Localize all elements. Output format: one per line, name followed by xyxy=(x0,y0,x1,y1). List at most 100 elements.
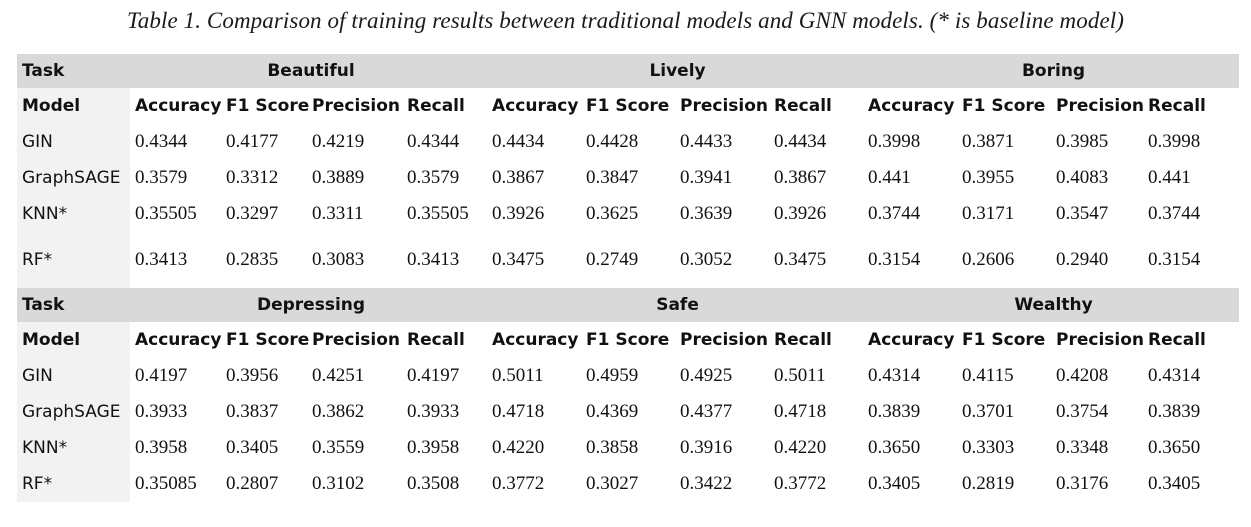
metric-value: 0.3052 xyxy=(680,249,733,270)
metric-header: F1 Score xyxy=(586,96,670,116)
metric-value: 0.5011 xyxy=(492,365,544,386)
metric-value: 0.3744 xyxy=(1148,203,1201,224)
model-name: GIN xyxy=(17,124,130,160)
metric-value: 0.3176 xyxy=(1056,473,1109,494)
metric-value: 0.3475 xyxy=(492,249,545,270)
metric-header: F1 Score xyxy=(226,330,310,350)
metric-value: 0.3744 xyxy=(868,203,921,224)
task-label: Task xyxy=(17,54,130,88)
metric-value: 0.3083 xyxy=(312,249,365,270)
metric-value: 0.3422 xyxy=(680,473,733,494)
model-name: RF* xyxy=(17,466,130,502)
task-group-header: Beautiful xyxy=(130,54,488,88)
metric-value: 0.4314 xyxy=(868,365,921,386)
metric-value: 0.3405 xyxy=(868,473,921,494)
metric-value: 0.3862 xyxy=(312,401,365,422)
metric-value: 0.3933 xyxy=(407,401,460,422)
metric-header: Recall xyxy=(407,96,465,116)
metric-value: 0.2835 xyxy=(226,249,279,270)
metric-header: Accuracy xyxy=(135,96,222,116)
metric-header: F1 Score xyxy=(962,330,1046,350)
metric-header: Accuracy xyxy=(868,330,955,350)
metric-value: 0.4718 xyxy=(774,401,827,422)
model-name: KNN* xyxy=(17,430,130,466)
metric-value: 0.3508 xyxy=(407,473,460,494)
metric-value: 0.4718 xyxy=(492,401,545,422)
metric-value: 0.4369 xyxy=(586,401,639,422)
metric-value: 0.4434 xyxy=(492,131,545,152)
metric-value: 0.35085 xyxy=(135,473,197,494)
metric-value: 0.3772 xyxy=(774,473,827,494)
metric-value: 0.2819 xyxy=(962,473,1015,494)
metric-value: 0.3933 xyxy=(135,401,188,422)
task-label: Task xyxy=(17,288,130,322)
metric-header: Recall xyxy=(1148,330,1206,350)
metric-value: 0.5011 xyxy=(774,365,826,386)
metric-value: 0.3837 xyxy=(226,401,279,422)
table-row: GraphSAGE 0.3579 0.3312 0.3889 0.3579 0.3867 0… xyxy=(17,160,1239,196)
metric-value: 0.3348 xyxy=(1056,437,1109,458)
metric-header: Accuracy xyxy=(135,330,222,350)
metric-value: 0.3413 xyxy=(407,249,460,270)
metric-value: 0.2940 xyxy=(1056,249,1109,270)
metric-value: 0.3847 xyxy=(586,167,639,188)
metric-value: 0.4377 xyxy=(680,401,733,422)
metric-header: F1 Score xyxy=(586,330,670,350)
model-name: GIN xyxy=(17,358,130,394)
metric-value: 0.3926 xyxy=(774,203,827,224)
metric-value: 0.35505 xyxy=(407,203,469,224)
metric-value: 0.3955 xyxy=(962,167,1015,188)
metric-header: Precision xyxy=(312,96,401,116)
metric-value: 0.3956 xyxy=(226,365,279,386)
model-name: GraphSAGE xyxy=(17,394,130,430)
results-table: Task Beautiful Lively Boring Model Accuracy F1… xyxy=(17,54,1240,502)
metric-header: Recall xyxy=(407,330,465,350)
task-group-header: Depressing xyxy=(130,288,488,322)
metric-value: 0.4433 xyxy=(680,131,733,152)
metric-value: 0.3701 xyxy=(962,401,1015,422)
metric-value: 0.3871 xyxy=(962,131,1015,152)
metric-header: F1 Score xyxy=(962,96,1046,116)
metric-value: 0.3916 xyxy=(680,437,733,458)
metric-value: 0.3998 xyxy=(1148,131,1201,152)
metric-value: 0.3102 xyxy=(312,473,365,494)
metric-header-row: Model Accuracy F1 Score Precision Recall Accu… xyxy=(17,88,1239,124)
metric-value: 0.4083 xyxy=(1056,167,1109,188)
metric-value: 0.3312 xyxy=(226,167,279,188)
metric-value: 0.3154 xyxy=(868,249,921,270)
table-row: RF* 0.3413 0.2835 0.3083 0.3413 0.3475 0.2749 0… xyxy=(17,232,1239,288)
metric-value: 0.3171 xyxy=(962,203,1015,224)
metric-header: Recall xyxy=(774,330,832,350)
metric-value: 0.35505 xyxy=(135,203,197,224)
task-group-header: Safe xyxy=(487,288,864,322)
task-group-header: Boring xyxy=(863,54,1240,88)
metric-value: 0.441 xyxy=(868,167,911,188)
table-row: KNN* 0.3958 0.3405 0.3559 0.3958 0.4220 0.3858… xyxy=(17,430,1239,466)
model-label: Model xyxy=(17,322,130,358)
metric-value: 0.4177 xyxy=(226,131,279,152)
metric-value: 0.3311 xyxy=(312,203,364,224)
model-name: KNN* xyxy=(17,196,130,232)
metric-value: 0.3405 xyxy=(226,437,279,458)
metric-header: Recall xyxy=(1148,96,1206,116)
metric-header: Accuracy xyxy=(868,96,955,116)
metric-value: 0.3958 xyxy=(135,437,188,458)
metric-value: 0.3839 xyxy=(868,401,921,422)
metric-value: 0.3772 xyxy=(492,473,545,494)
task-header-row: Task Depressing Safe Wealthy xyxy=(17,288,1240,322)
table-row: KNN* 0.35505 0.3297 0.3311 0.35505 0.3926 0.36… xyxy=(17,196,1239,232)
metric-value: 0.4344 xyxy=(135,131,188,152)
metric-value: 0.4220 xyxy=(492,437,545,458)
metric-value: 0.3027 xyxy=(586,473,639,494)
metric-value: 0.3958 xyxy=(407,437,460,458)
metric-value: 0.4197 xyxy=(135,365,188,386)
metric-value: 0.3650 xyxy=(1148,437,1201,458)
model-label: Model xyxy=(17,88,130,124)
task-header-row: Task Beautiful Lively Boring xyxy=(17,54,1240,88)
metric-value: 0.3839 xyxy=(1148,401,1201,422)
metric-header: Precision xyxy=(1056,330,1145,350)
metric-value: 0.3625 xyxy=(586,203,639,224)
metric-value: 0.3639 xyxy=(680,203,733,224)
metric-value: 0.3650 xyxy=(868,437,921,458)
metric-value: 0.4314 xyxy=(1148,365,1201,386)
